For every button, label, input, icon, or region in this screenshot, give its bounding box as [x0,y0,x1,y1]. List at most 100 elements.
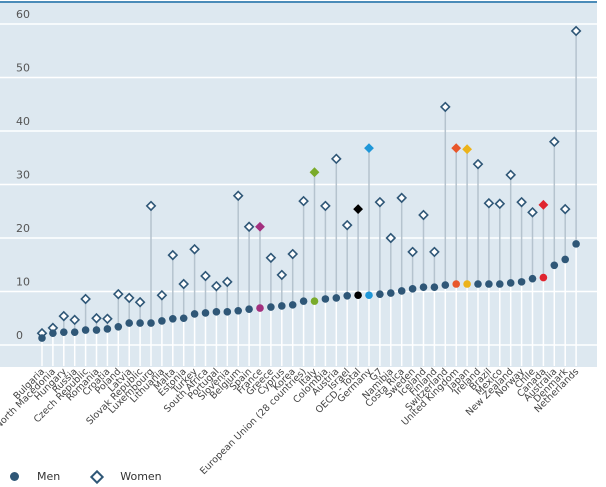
women-marker [570,25,582,37]
women-marker [58,310,70,322]
men-marker [332,294,341,302]
gridlines [0,23,597,346]
men-marker [245,305,253,313]
women-marker [145,200,157,212]
y-tick-label: 10 [16,276,30,289]
women-marker [330,153,342,165]
men-marker [147,319,155,327]
women-marker [178,278,190,290]
legend-item-women: Women [90,469,162,484]
men-marker [506,279,515,287]
men-marker [299,297,308,305]
men-marker [278,302,286,310]
women-marker [243,221,255,233]
men-marker [114,323,123,331]
women-marker [123,292,135,304]
diamond-marker-icon [90,469,105,484]
men-marker [267,303,275,311]
men-marker [38,334,46,342]
women-marker [102,313,113,325]
men-marker [517,278,526,286]
legend-label-men: Men [37,470,61,483]
men-marker [179,314,188,323]
men-marker [125,319,133,327]
men-marker [572,240,580,248]
women-marker [320,200,331,212]
men-marker [387,289,395,297]
men-marker [452,280,461,288]
men-marker [485,280,493,288]
men-marker [310,297,319,305]
women-marker [80,293,91,305]
women-marker [276,269,288,281]
women-marker [287,248,299,260]
women-marker [439,101,451,113]
women-marker [200,270,211,282]
women-marker [221,276,233,288]
women-marker [462,144,473,155]
men-marker [169,314,177,323]
men-marker [474,280,482,288]
men-marker [201,309,210,317]
y-tick-label: 50 [16,62,30,75]
men-marker [419,283,428,292]
y-tick-label: 60 [16,8,30,21]
circle-marker-icon [10,472,19,481]
men-marker [343,291,352,300]
men-marker [354,291,362,300]
women-marker [167,249,179,261]
y-tick-label: 0 [16,329,23,342]
men-marker [496,280,504,288]
women-marker [451,143,462,154]
y-axis-ticks: 0 10 20 30 40 50 60 [16,8,30,342]
women-marker [211,280,222,292]
women-marker [494,198,506,210]
women-marker [527,206,538,218]
women-marker [341,219,353,231]
women-marker [309,167,320,178]
men-marker [212,308,221,316]
legend-item-men: Men [10,470,60,483]
women-marker [429,246,440,258]
men-marker [103,325,112,333]
women-marker [385,232,397,244]
women-marker [255,221,265,232]
men-marker [397,287,406,295]
men-marker [321,295,330,303]
women-marker [407,246,418,258]
women-marker [232,190,244,202]
men-marker [81,326,90,334]
men-marker [190,310,199,318]
women-marker [91,312,102,324]
men-marker [49,329,57,338]
men-marker [92,326,101,334]
men-marker [561,255,569,264]
men-marker [365,291,373,300]
women-marker [374,196,386,208]
women-marker [134,296,146,308]
men-marker [158,317,166,325]
men-marker [539,273,548,282]
women-marker [265,252,277,264]
men-marker [223,308,232,316]
women-marker [69,314,81,326]
men-marker [550,261,559,270]
y-tick-label: 20 [16,222,30,235]
legend: Men Women [10,469,192,484]
women-marker [189,243,200,255]
women-marker [156,289,168,301]
women-marker [472,158,484,170]
men-marker [288,301,297,309]
women-marker [112,288,124,300]
men-marker [441,281,450,289]
women-marker [364,143,374,154]
women-marker [396,192,408,204]
legend-label-women: Women [120,470,162,483]
women-marker [538,199,549,210]
women-marker [298,195,309,207]
women-marker [505,169,517,181]
women-marker [516,196,527,208]
data-marks [36,25,582,342]
